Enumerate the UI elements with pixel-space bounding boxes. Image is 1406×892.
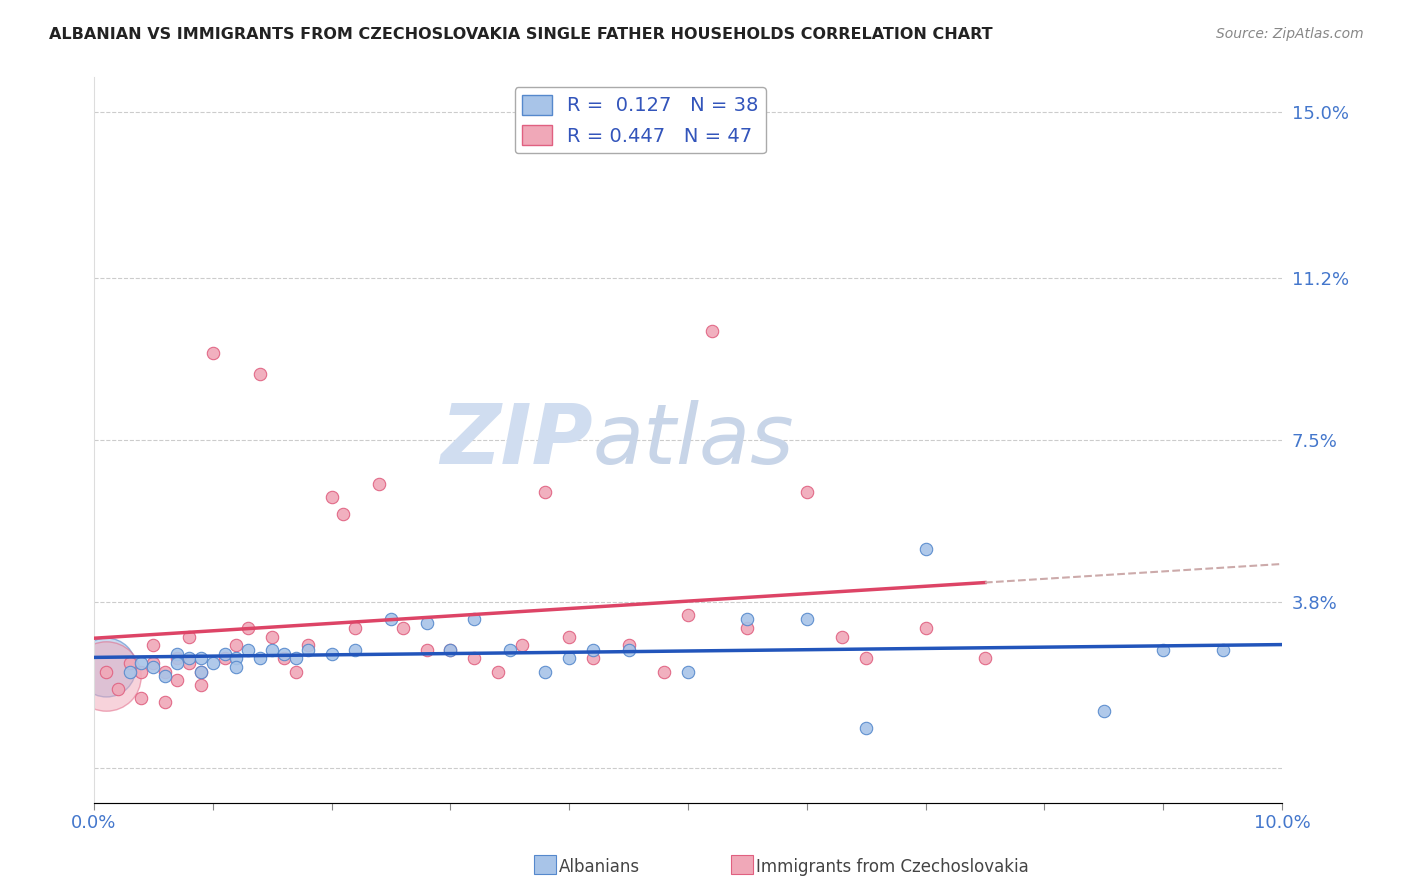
Point — [558, 651, 581, 665]
Point — [297, 642, 319, 657]
Point — [201, 345, 224, 359]
Point — [131, 656, 153, 670]
Point — [1152, 642, 1174, 657]
Point — [155, 665, 177, 679]
Point — [94, 669, 117, 683]
Point — [118, 656, 141, 670]
Point — [463, 651, 485, 665]
Point — [510, 638, 533, 652]
Point — [321, 647, 343, 661]
Point — [166, 656, 188, 670]
Point — [463, 612, 485, 626]
Point — [214, 647, 236, 661]
Point — [796, 485, 818, 500]
Point — [737, 621, 759, 635]
Point — [855, 722, 877, 736]
Point — [831, 630, 853, 644]
Point — [166, 673, 188, 688]
Point — [177, 656, 200, 670]
Point — [238, 621, 260, 635]
Point — [190, 665, 212, 679]
Point — [914, 542, 936, 557]
Point — [617, 642, 640, 657]
Legend: R =  0.127   N = 38, R = 0.447   N = 47: R = 0.127 N = 38, R = 0.447 N = 47 — [515, 87, 766, 153]
Point — [273, 651, 295, 665]
Point — [914, 621, 936, 635]
Point — [225, 651, 247, 665]
Point — [380, 612, 402, 626]
Point — [855, 651, 877, 665]
Point — [652, 665, 675, 679]
Point — [737, 612, 759, 626]
Point — [332, 508, 354, 522]
Point — [415, 642, 437, 657]
Point — [1092, 704, 1115, 718]
Point — [249, 651, 271, 665]
Point — [486, 665, 509, 679]
Point — [368, 476, 391, 491]
Point — [131, 690, 153, 705]
Point — [118, 665, 141, 679]
Point — [617, 638, 640, 652]
Point — [238, 642, 260, 657]
Point — [155, 669, 177, 683]
Point — [439, 642, 461, 657]
Point — [284, 651, 307, 665]
Point — [297, 638, 319, 652]
Point — [166, 647, 188, 661]
Point — [1212, 642, 1234, 657]
Text: ZIP: ZIP — [440, 400, 593, 481]
Text: Immigrants from Czechoslovakia: Immigrants from Czechoslovakia — [756, 858, 1029, 876]
Point — [131, 665, 153, 679]
Point — [155, 695, 177, 709]
Point — [582, 651, 605, 665]
Point — [225, 638, 247, 652]
Point — [273, 647, 295, 661]
Point — [439, 642, 461, 657]
Point — [700, 324, 723, 338]
Point — [344, 642, 367, 657]
Point — [166, 651, 188, 665]
Point — [974, 651, 997, 665]
Point — [534, 665, 557, 679]
Point — [94, 660, 117, 674]
Point — [249, 368, 271, 382]
Point — [499, 642, 522, 657]
Point — [262, 630, 284, 644]
Text: atlas: atlas — [593, 400, 794, 481]
Point — [142, 656, 165, 670]
Point — [214, 651, 236, 665]
Point — [142, 638, 165, 652]
Point — [94, 665, 117, 679]
Point — [201, 656, 224, 670]
Point — [142, 660, 165, 674]
Point — [284, 665, 307, 679]
Point — [107, 681, 129, 696]
Point — [190, 665, 212, 679]
Point — [262, 642, 284, 657]
Text: Source: ZipAtlas.com: Source: ZipAtlas.com — [1216, 27, 1364, 41]
Point — [321, 490, 343, 504]
Point — [225, 660, 247, 674]
Point — [177, 651, 200, 665]
Point — [558, 630, 581, 644]
Point — [415, 616, 437, 631]
Point — [190, 651, 212, 665]
Text: Albanians: Albanians — [560, 858, 640, 876]
Text: ALBANIAN VS IMMIGRANTS FROM CZECHOSLOVAKIA SINGLE FATHER HOUSEHOLDS CORRELATION : ALBANIAN VS IMMIGRANTS FROM CZECHOSLOVAK… — [49, 27, 993, 42]
Point — [676, 607, 699, 622]
Point — [796, 612, 818, 626]
Point — [392, 621, 415, 635]
Point — [190, 678, 212, 692]
Point — [177, 630, 200, 644]
Point — [534, 485, 557, 500]
Point — [676, 665, 699, 679]
Point — [582, 642, 605, 657]
Point — [344, 621, 367, 635]
